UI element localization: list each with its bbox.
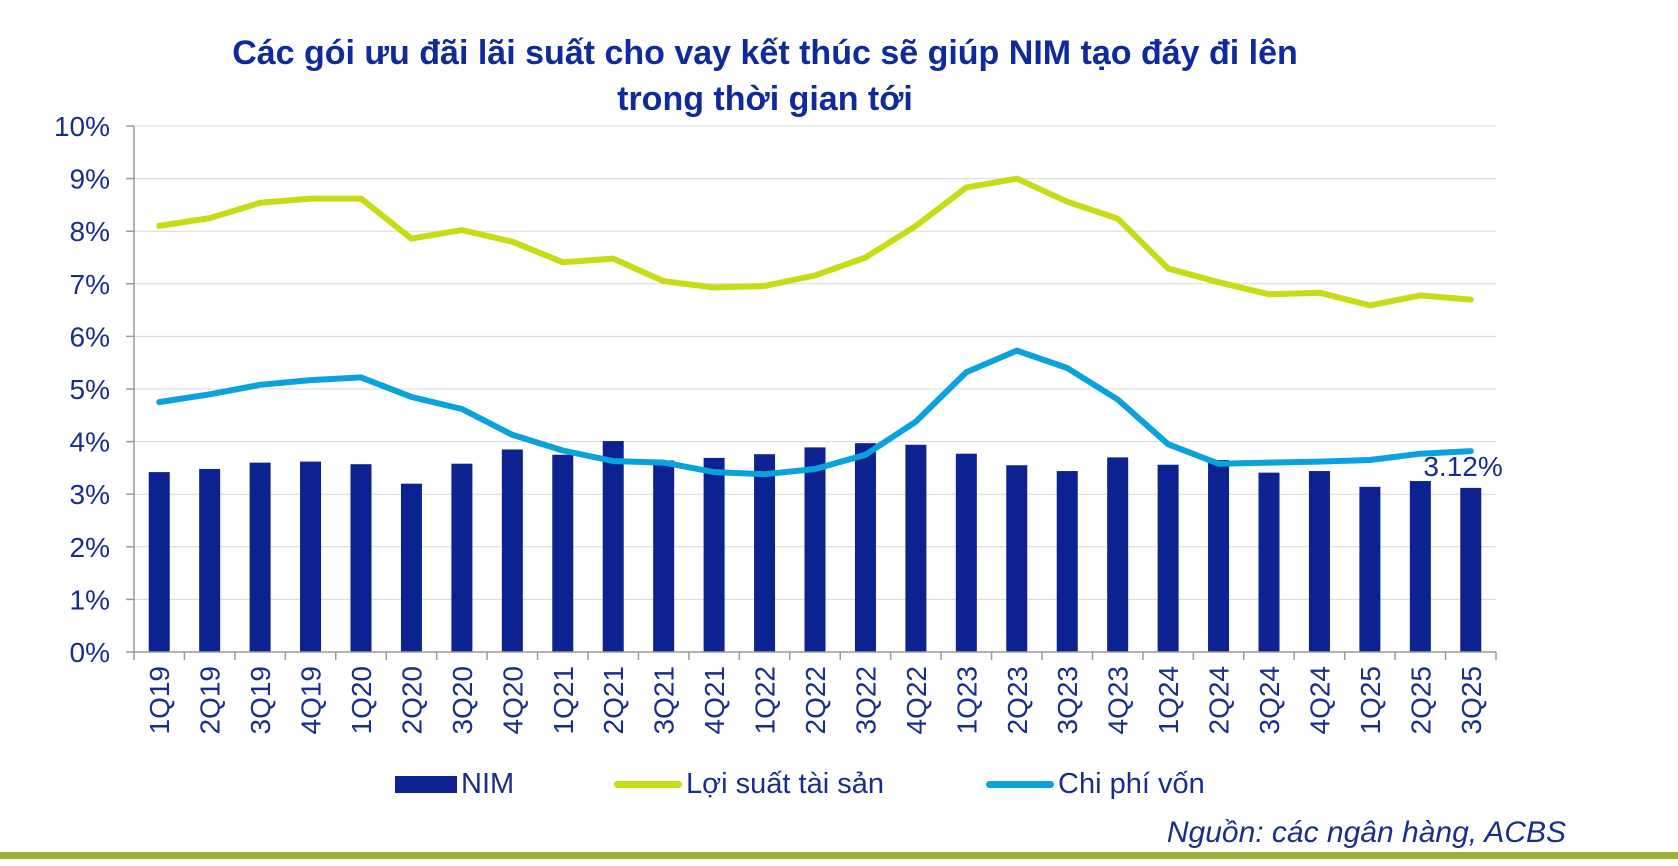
legend-swatch-nim [395,776,457,793]
x-tick-label: 4Q22 [901,666,932,735]
x-tick-label: 2Q19 [195,666,226,735]
bar-nim [854,443,876,652]
y-tick-label: 8% [70,216,110,247]
x-tick-label: 4Q21 [699,666,730,735]
bar-nim [350,464,372,652]
x-tick-label: 4Q19 [296,666,327,735]
x-tick-label: 3Q25 [1456,666,1487,735]
legend-item-funding-cost: Chi phí vốn [986,768,1205,801]
bar-nim [703,457,725,652]
line-asset-yield [156,175,1474,309]
legend-label-nim: NIM [461,768,515,800]
x-tick-label: 4Q24 [1304,666,1335,735]
bar-nim [501,449,523,652]
bar-nim [1359,486,1381,652]
y-tick-label: 1% [70,584,110,615]
x-tick-label: 3Q23 [1052,666,1083,735]
bar-nim [451,463,473,652]
y-tick-label: 4% [70,427,110,458]
line-funding-cost [156,347,1474,478]
y-tick-label: 2% [70,532,110,563]
x-tick-label: 3Q21 [649,666,680,735]
bar-nim [1157,464,1179,652]
y-tick-label: 6% [70,321,110,352]
y-tick-label: 10% [54,111,110,142]
x-tick-label: 1Q19 [144,666,175,735]
bar-nim [400,483,422,652]
bar-nim [300,461,322,652]
x-tick-label: 4Q23 [1103,666,1134,735]
bar-nim [602,441,624,652]
legend-label-funding-cost: Chi phí vốn [1058,768,1205,800]
x-tick-label: 2Q22 [800,666,831,735]
bar-nim [148,472,170,652]
bar-nim [1006,465,1028,652]
y-tick-label: 0% [70,637,110,668]
x-tick-label: 4Q20 [497,666,528,735]
x-tick-label: 1Q22 [750,666,781,735]
legend-swatch-funding-cost [986,781,1054,788]
y-tick-label: 7% [70,269,110,300]
source-note: Nguồn: các ngân hàng, ACBS [1166,816,1566,849]
bar-nim [1056,471,1078,652]
x-tick-label: 2Q24 [1204,666,1235,735]
y-tick-label: 9% [70,164,110,195]
bar-nim [905,444,927,652]
x-tick-label: 1Q25 [1355,666,1386,735]
chart-legend: NIM Lợi suất tài sản Chi phí vốn [0,768,1678,808]
x-tick-label: 1Q24 [1153,666,1184,735]
bar-nim [804,447,826,652]
bar-nim [955,453,977,652]
bar-nim [552,454,574,652]
bar-nim [1107,457,1129,652]
chart-title-line-1: Các gói ưu đãi lãi suất cho vay kết thúc… [232,34,1298,72]
bar-nim [653,460,675,652]
bar-nim [199,468,221,652]
legend-item-asset-yield: Lợi suất tài sản [614,768,884,801]
bar-nim [1208,460,1230,652]
x-tick-label: 2Q23 [1002,666,1033,735]
x-tick-label: 1Q20 [346,666,377,735]
x-tick-label: 2Q25 [1405,666,1436,735]
x-tick-label: 3Q22 [850,666,881,735]
x-tick-label: 1Q21 [548,666,579,735]
bar-nim [1409,481,1431,652]
footer-divider [0,852,1678,859]
bar-nim [1258,472,1280,652]
x-tick-label: 2Q21 [598,666,629,735]
x-tick-label: 3Q19 [245,666,276,735]
bar-nim [249,462,271,652]
x-tick-label: 3Q20 [447,666,478,735]
legend-label-asset-yield: Lợi suất tài sản [686,768,884,800]
bar-nim [754,454,776,652]
y-tick-label: 5% [70,374,110,405]
x-tick-label: 2Q20 [396,666,427,735]
x-tick-label: 3Q24 [1254,666,1285,735]
x-tick-label: 1Q23 [951,666,982,735]
bar-nim [1460,487,1482,652]
y-tick-label: 3% [70,479,110,510]
chart-title-line-2: trong thời gian tới [617,80,913,118]
legend-swatch-asset-yield [614,781,682,788]
data-label-nim-last: 3.12% [1423,451,1502,482]
legend-item-nim: NIM [395,768,514,801]
bar-nim [1308,471,1330,652]
chart-title: Các gói ưu đãi lãi suất cho vay kết thúc… [150,30,1380,122]
